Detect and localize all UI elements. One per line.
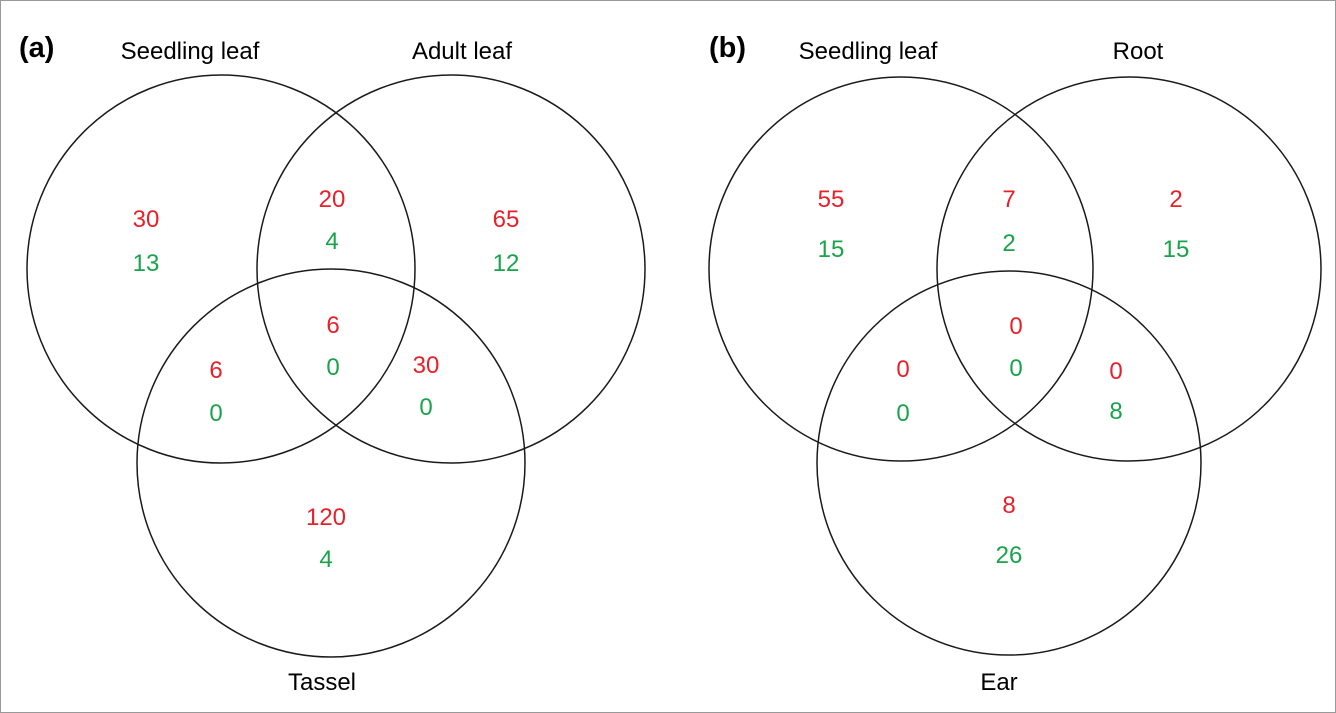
panel-b-r13-down: 0 bbox=[896, 400, 909, 427]
panel-a-r13-down: 0 bbox=[209, 400, 222, 427]
panel-a-r23-up: 30 bbox=[413, 352, 440, 379]
panel-b-set-label-3: Ear bbox=[980, 669, 1017, 696]
panel-a-set-label-3: Tassel bbox=[288, 669, 356, 696]
panel-a-r123-up: 6 bbox=[326, 312, 339, 339]
panel-a-only-3-down: 4 bbox=[319, 546, 332, 573]
panel-b-set-label-2: Root bbox=[1113, 38, 1164, 65]
panel-b-r123-up: 0 bbox=[1009, 313, 1022, 340]
panel-b-r23-up: 0 bbox=[1109, 358, 1122, 385]
panel-a-only-1-up: 30 bbox=[133, 206, 160, 233]
panel-b-only-3-down: 26 bbox=[996, 542, 1023, 569]
panel-b: (b) Seedling leaf Root Ear 55 15 7 2 2 1… bbox=[708, 32, 1322, 696]
panel-b-r13-up: 0 bbox=[896, 356, 909, 383]
panel-b-circle-ear bbox=[816, 270, 1202, 656]
panel-a-only-3-up: 120 bbox=[306, 504, 346, 531]
panel-a-r12-down: 4 bbox=[325, 228, 338, 255]
panel-b-only-2-up: 2 bbox=[1169, 186, 1182, 213]
panel-a-only-2-up: 65 bbox=[493, 206, 520, 233]
panel-b-label: (b) bbox=[709, 32, 746, 64]
panel-b-r23-down: 8 bbox=[1109, 398, 1122, 425]
panel-a-set-label-2: Adult leaf bbox=[412, 38, 512, 65]
panel-b-r123-down: 0 bbox=[1009, 355, 1022, 382]
panel-b-only-1-down: 15 bbox=[818, 236, 845, 263]
panel-b-only-2-down: 15 bbox=[1163, 236, 1190, 263]
panel-b-only-3-up: 8 bbox=[1002, 492, 1015, 519]
panel-a-label: (a) bbox=[19, 32, 54, 64]
panel-a: (a) Seedling leaf Adult leaf Tassel 30 1… bbox=[19, 32, 646, 696]
panel-a-set-label-1: Seedling leaf bbox=[121, 38, 260, 65]
panel-a-r13-up: 6 bbox=[209, 357, 222, 384]
panel-b-set-label-1: Seedling leaf bbox=[799, 38, 938, 65]
panel-a-r23-down: 0 bbox=[419, 394, 432, 421]
panel-b-r12-down: 2 bbox=[1002, 230, 1015, 257]
panel-a-only-2-down: 12 bbox=[493, 250, 520, 277]
panel-a-circle-tassel bbox=[136, 268, 526, 658]
panel-b-only-1-up: 55 bbox=[818, 186, 845, 213]
panel-a-r12-up: 20 bbox=[319, 186, 346, 213]
panel-a-circle-adult-leaf bbox=[256, 74, 646, 464]
panel-a-only-1-down: 13 bbox=[133, 250, 160, 277]
panel-b-circle-seedling-leaf bbox=[708, 76, 1094, 462]
panel-b-r12-up: 7 bbox=[1002, 186, 1015, 213]
panel-b-circle-root bbox=[936, 76, 1322, 462]
panel-a-circle-seedling-leaf bbox=[26, 74, 416, 464]
panel-a-r123-down: 0 bbox=[326, 354, 339, 381]
